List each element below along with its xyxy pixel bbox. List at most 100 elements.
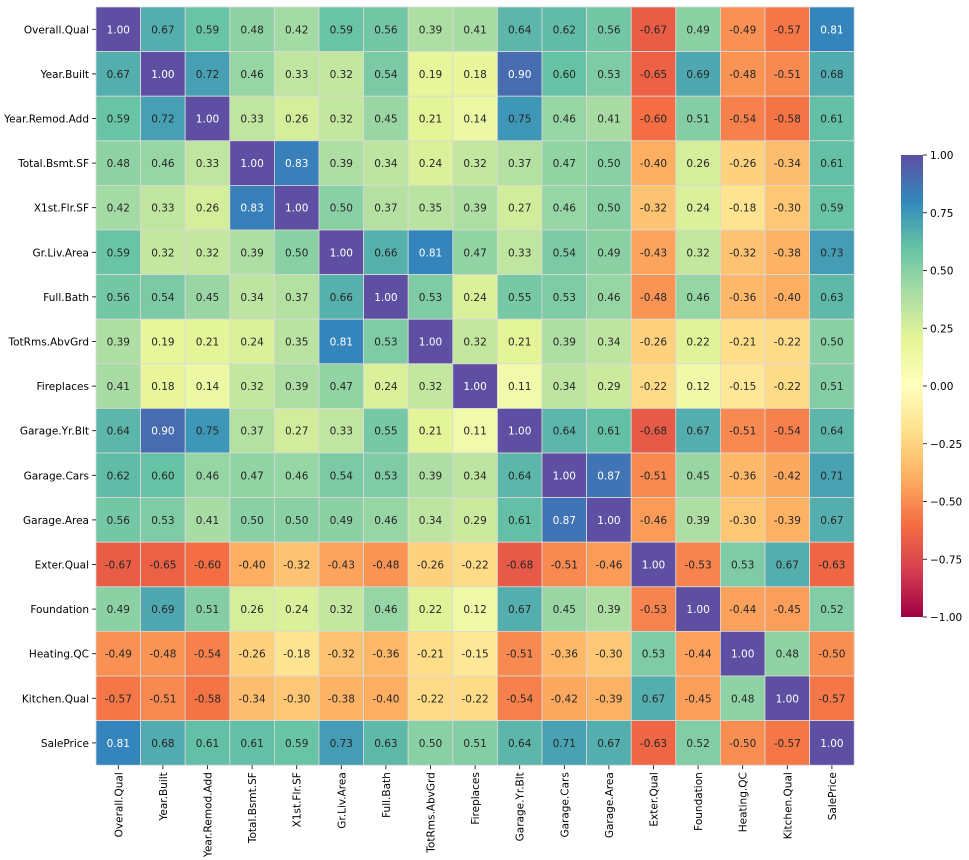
cell-value-label: -0.49: [729, 24, 756, 36]
cell-value-label: -0.36: [372, 649, 399, 661]
cell-value-label: -0.36: [729, 470, 756, 482]
cell-value-label: 0.34: [463, 470, 487, 482]
cell-value-label: 0.48: [107, 158, 130, 170]
heatmap-cell-year-built-garage-yr-blt: [496, 51, 543, 97]
cell-value-label: 0.73: [820, 247, 843, 259]
colorbar: 1.00 0.75 0.50 0.25 0.00 −0.25 −0.50 −0.75 −1.00: [901, 150, 962, 624]
cell-value-label: 0.19: [419, 69, 442, 81]
cell-value-label: -0.60: [194, 560, 221, 572]
heatmap-cell-overall-qual-overall-qual: [95, 6, 141, 52]
cell-value-label: 0.53: [731, 560, 754, 572]
heatmap-cell-foundation-exter-qual: [630, 586, 677, 632]
heatmap-cell-totrms-abvgrd-fireplaces: [452, 318, 498, 365]
cell-value-label: -0.26: [417, 560, 444, 572]
heatmap-cell-heating-qc-overall-qual: [95, 631, 141, 677]
cell-value-label: -0.22: [640, 381, 667, 393]
cell-value-label: -0.63: [818, 560, 845, 572]
heatmap-cell-gr-liv-area-garage-area: [586, 229, 632, 275]
cell-value-label: 0.90: [151, 426, 174, 438]
y-tick-label-garage-area: Garage.Area: [23, 515, 89, 527]
heatmap-cell-foundation-total-bsmt-sf: [229, 586, 275, 632]
cell-value-label: 0.61: [820, 114, 843, 126]
heatmap-cell-kitchen-qual-year-remod-add: [184, 675, 231, 721]
cell-value-label: -0.50: [818, 649, 845, 661]
cell-value-label: 0.61: [196, 738, 219, 750]
cell-value-label: -0.34: [239, 693, 266, 705]
heatmap-cell-saleprice-year-built: [140, 720, 186, 766]
x-tick-label-full-bath: Full.Bath: [381, 772, 393, 818]
heatmap-cell-totrms-abvgrd-exter-qual: [630, 318, 677, 365]
cell-value-label: 1.00: [196, 114, 219, 126]
cell-value-label: 0.52: [820, 604, 843, 616]
colorbar-tick-label: 0.50: [930, 266, 953, 278]
heatmap-cell-fireplaces-heating-qc: [720, 363, 766, 409]
y-tick-label-year-remod-add: Year.Remod.Add: [3, 114, 89, 126]
heatmap-cell-garage-area-total-bsmt-sf: [229, 497, 275, 543]
heatmap-cell-fireplaces-fireplaces: [452, 363, 498, 409]
heatmap-cell-fireplaces-garage-yr-blt: [496, 363, 543, 409]
cell-value-label: -0.22: [417, 693, 444, 705]
heatmap-cell-x1st-flr-sf-heating-qc: [720, 184, 766, 231]
cell-value-label: 0.39: [240, 247, 263, 259]
heatmap-cell-x1st-flr-sf-kitchen-qual: [764, 184, 810, 231]
heatmap-cell-x1st-flr-sf-saleprice: [809, 184, 855, 231]
cell-value-label: -0.26: [239, 649, 266, 661]
heatmap-cell-full-bath-x1st-flr-sf: [273, 274, 320, 320]
heatmap-cell-fireplaces-garage-area: [586, 363, 632, 409]
cell-value-label: 1.00: [642, 560, 665, 572]
heatmap-cell-heating-qc-foundation: [675, 631, 721, 677]
cell-value-label: 0.26: [196, 203, 220, 215]
cell-value-label: 0.67: [776, 560, 799, 572]
colorbar-tick-label: −1.00: [930, 612, 962, 624]
heatmap-cell-fireplaces-foundation: [675, 363, 721, 409]
heatmap-cell-year-built-garage-area: [586, 51, 632, 97]
cell-value-label: -0.15: [729, 381, 756, 393]
cell-value-label: 0.50: [285, 247, 308, 259]
cell-value-label: -0.22: [462, 693, 489, 705]
heatmap-cell-saleprice-totrms-abvgrd: [407, 720, 454, 766]
cell-value-label: 0.49: [686, 24, 709, 36]
cell-value-label: -0.42: [774, 470, 801, 482]
heatmap-cell-totrms-abvgrd-year-built: [140, 318, 186, 365]
cell-value-label: 0.41: [463, 24, 486, 36]
cell-value-label: 0.12: [463, 604, 486, 616]
cell-value-label: -0.43: [640, 247, 667, 259]
heatmap-cell-year-remod-add-gr-liv-area: [318, 95, 364, 142]
heatmap-cell-x1st-flr-sf-totrms-abvgrd: [407, 184, 454, 231]
heatmap-cell-gr-liv-area-garage-yr-blt: [496, 229, 543, 275]
cell-value-label: 0.34: [553, 381, 577, 393]
colorbar-tick-label: −0.25: [930, 439, 962, 451]
y-tick-label-kitchen-qual: Kitchen.Qual: [22, 693, 89, 705]
heatmap-cell-totrms-abvgrd-full-bath: [363, 318, 409, 365]
cell-value-label: 0.61: [508, 515, 531, 527]
x-tick-label-year-built: Year.Built: [158, 772, 170, 821]
cell-value-label: -0.22: [774, 337, 801, 349]
cell-value-label: 0.73: [330, 738, 353, 750]
cell-value-label: -0.65: [149, 560, 176, 572]
heatmap-cell-heating-qc-full-bath: [363, 631, 409, 677]
cell-value-label: -0.32: [283, 560, 310, 572]
cell-value-label: -0.51: [729, 426, 756, 438]
heatmap-cell-garage-yr-blt-garage-yr-blt: [496, 407, 543, 454]
cell-value-label: 0.83: [240, 203, 263, 215]
x-axis-tick-labels: Overall.Qual Year.Built Year.Remod.Add Tota…: [113, 765, 839, 858]
cell-value-label: -0.58: [194, 693, 221, 705]
cell-value-label: 0.54: [151, 292, 175, 304]
cell-value-label: -0.53: [640, 604, 667, 616]
cell-value-label: 0.39: [419, 24, 442, 36]
cell-value-label: 0.21: [419, 426, 442, 438]
heatmap-cell-foundation-kitchen-qual: [764, 586, 810, 632]
cell-value-label: 0.32: [240, 381, 263, 393]
heatmap-cell-year-built-foundation: [675, 51, 721, 97]
y-axis-tick-labels: Overall.Qual Year.Built Year.Remod.Add Tota…: [3, 24, 96, 750]
cell-value-label: 0.33: [240, 114, 263, 126]
heatmap-cell-full-bath-gr-liv-area: [318, 274, 364, 320]
cell-value-label: 0.47: [463, 247, 486, 259]
heatmap-cell-fireplaces-year-remod-add: [184, 363, 231, 409]
colorbar-tick-label: 1.00: [930, 150, 953, 162]
heatmap-cell-exter-qual-year-remod-add: [184, 541, 231, 588]
cell-value-label: -0.46: [595, 560, 622, 572]
cell-value-label: 0.63: [374, 738, 397, 750]
cell-value-label: 0.33: [285, 69, 308, 81]
cell-value-label: -0.30: [595, 649, 622, 661]
